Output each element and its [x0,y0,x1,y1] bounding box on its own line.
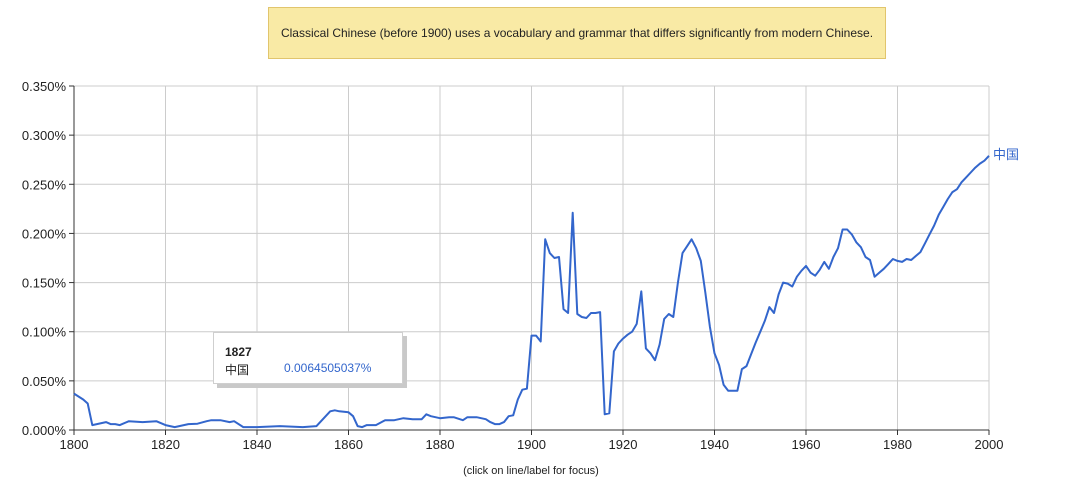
y-tick-label: 0.050% [22,374,67,389]
y-tick-label: 0.250% [22,177,67,192]
y-axis-ticks: 0.000% 0.050% 0.100% 0.150% 0.200% 0.250% 0.30… [22,79,67,438]
series-label[interactable]: 中国 [993,147,1019,162]
focus-hint: (click on line/label for focus) [463,465,599,477]
series-layer[interactable]: 中国 [73,147,1019,429]
x-tick-label: 2000 [975,437,1004,452]
x-tick-label: 1880 [426,437,455,452]
x-tick-label: 1900 [517,437,546,452]
tooltip-year: 1827 [225,345,252,359]
x-tick-label: 1840 [243,437,272,452]
x-tick-label: 1860 [334,437,363,452]
tooltip-value: 0.0064505037% [284,361,372,375]
hover-tooltip: 1827 中国 0.0064505037% [213,332,403,384]
x-tick-label: 1800 [60,437,89,452]
notice-banner: Classical Chinese (before 1900) uses a v… [268,7,886,59]
y-tick-label: 0.300% [22,128,67,143]
tooltip-term: 中国 [225,363,250,377]
y-tick-label: 0.100% [22,325,67,340]
y-tick-label: 0.200% [22,226,67,241]
x-tick-label: 1980 [883,437,912,452]
y-tick-label: 0.350% [22,79,67,94]
y-tick-label: 0.150% [22,276,67,291]
x-axis-ticks: 1800 1820 1840 1860 1880 1900 1920 1940 1960 1980… [60,437,1004,452]
grid [74,85,990,430]
series-line[interactable] [73,155,990,429]
x-tick-label: 1820 [151,437,180,452]
axes [69,85,990,435]
x-tick-label: 1920 [609,437,638,452]
x-tick-label: 1940 [700,437,729,452]
y-tick-label: 0.000% [22,423,67,438]
x-tick-label: 1960 [792,437,821,452]
notice-text: Classical Chinese (before 1900) uses a v… [280,26,874,40]
